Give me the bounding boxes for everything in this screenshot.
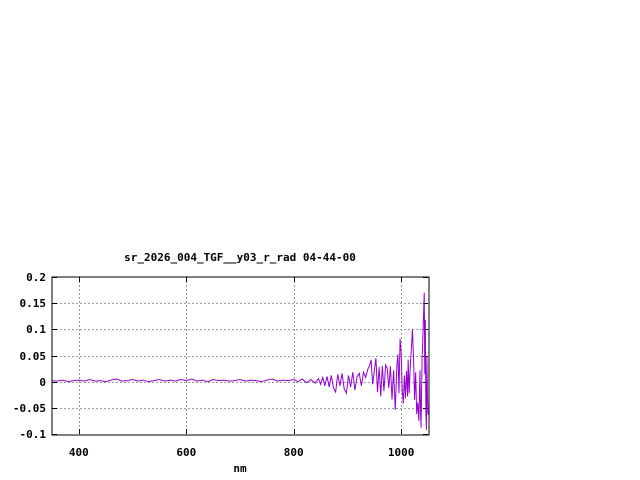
plot-border bbox=[51, 276, 430, 436]
chart-title: sr_2026_004_TGF__y03_r_rad 04-44-00 bbox=[124, 251, 356, 264]
x-axis-title: nm bbox=[233, 462, 247, 475]
y-tick-label: -0.1 bbox=[19, 428, 47, 441]
x-tick-label: 800 bbox=[283, 446, 304, 459]
y-tick-label: 0.1 bbox=[26, 323, 46, 337]
x-tick-label: 1000 bbox=[387, 446, 415, 459]
y-tick-label: 0 bbox=[39, 375, 46, 389]
y-tick-label: 0.05 bbox=[19, 349, 47, 363]
spectrum-line bbox=[51, 292, 430, 430]
x-tick-label: 600 bbox=[176, 446, 197, 459]
x-tick-label: 400 bbox=[68, 446, 89, 459]
y-tick-label: 0.15 bbox=[19, 297, 47, 311]
y-tick-label: -0.05 bbox=[12, 401, 46, 415]
y-tick-label: 0.2 bbox=[26, 271, 46, 284]
